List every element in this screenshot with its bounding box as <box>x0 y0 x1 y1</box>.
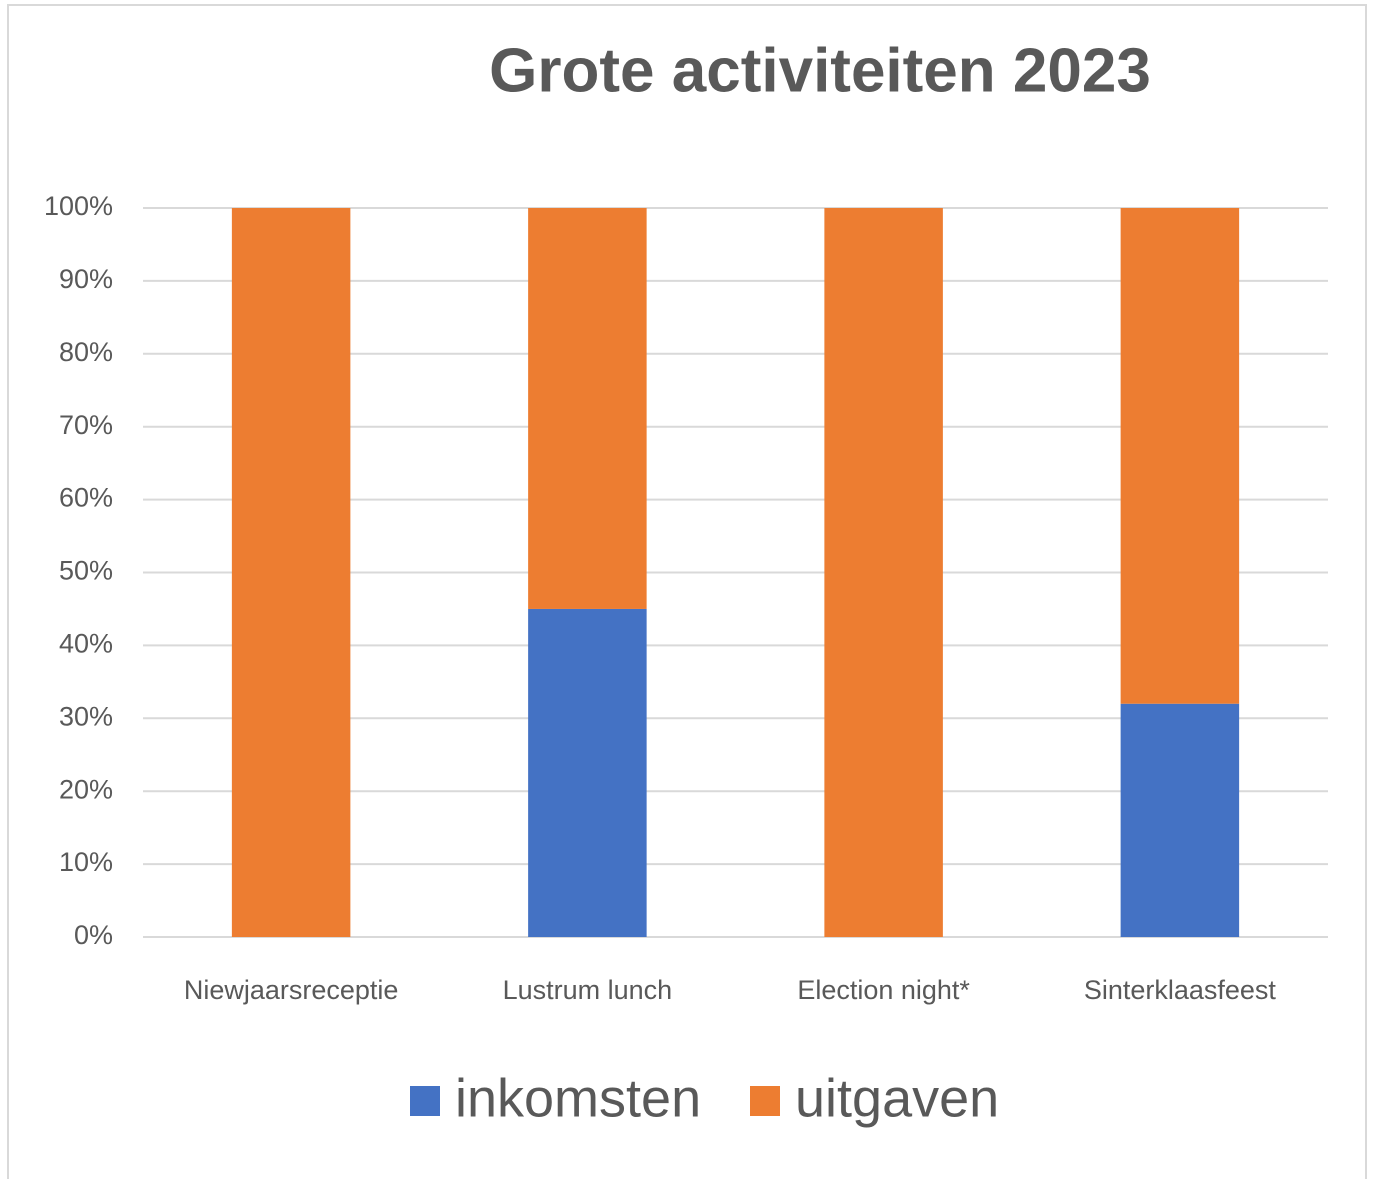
y-tick-label: 90% <box>59 264 113 294</box>
x-tick-label: Lustrum lunch <box>503 975 673 1005</box>
legend-swatch <box>410 1086 440 1116</box>
y-tick-label: 80% <box>59 337 113 367</box>
x-tick-label: Niewjaarsreceptie <box>184 975 399 1005</box>
bar-segment <box>1120 703 1240 937</box>
y-tick-label: 0% <box>74 920 113 950</box>
bar-segment <box>1120 208 1240 704</box>
legend-swatch <box>750 1086 780 1116</box>
y-tick-label: 50% <box>59 556 113 586</box>
bar-segment <box>824 208 943 937</box>
x-tick-label: Election night* <box>797 975 970 1005</box>
legend-label: uitgaven <box>795 1068 999 1128</box>
y-tick-label: 40% <box>59 629 113 659</box>
legend-label: inkomsten <box>455 1068 701 1128</box>
y-tick-label: 30% <box>59 701 113 731</box>
bar-segment <box>231 208 351 937</box>
y-tick-label: 10% <box>59 847 113 877</box>
x-tick-label: Sinterklaasfeest <box>1084 975 1277 1005</box>
y-tick-label: 100% <box>44 191 113 221</box>
y-tick-label: 60% <box>59 483 113 513</box>
y-tick-label: 20% <box>59 774 113 804</box>
bar-segment <box>528 608 647 937</box>
y-tick-label: 70% <box>59 410 113 440</box>
bar-segment <box>528 208 647 609</box>
chart-title: Grote activiteiten 2023 <box>489 36 1151 105</box>
